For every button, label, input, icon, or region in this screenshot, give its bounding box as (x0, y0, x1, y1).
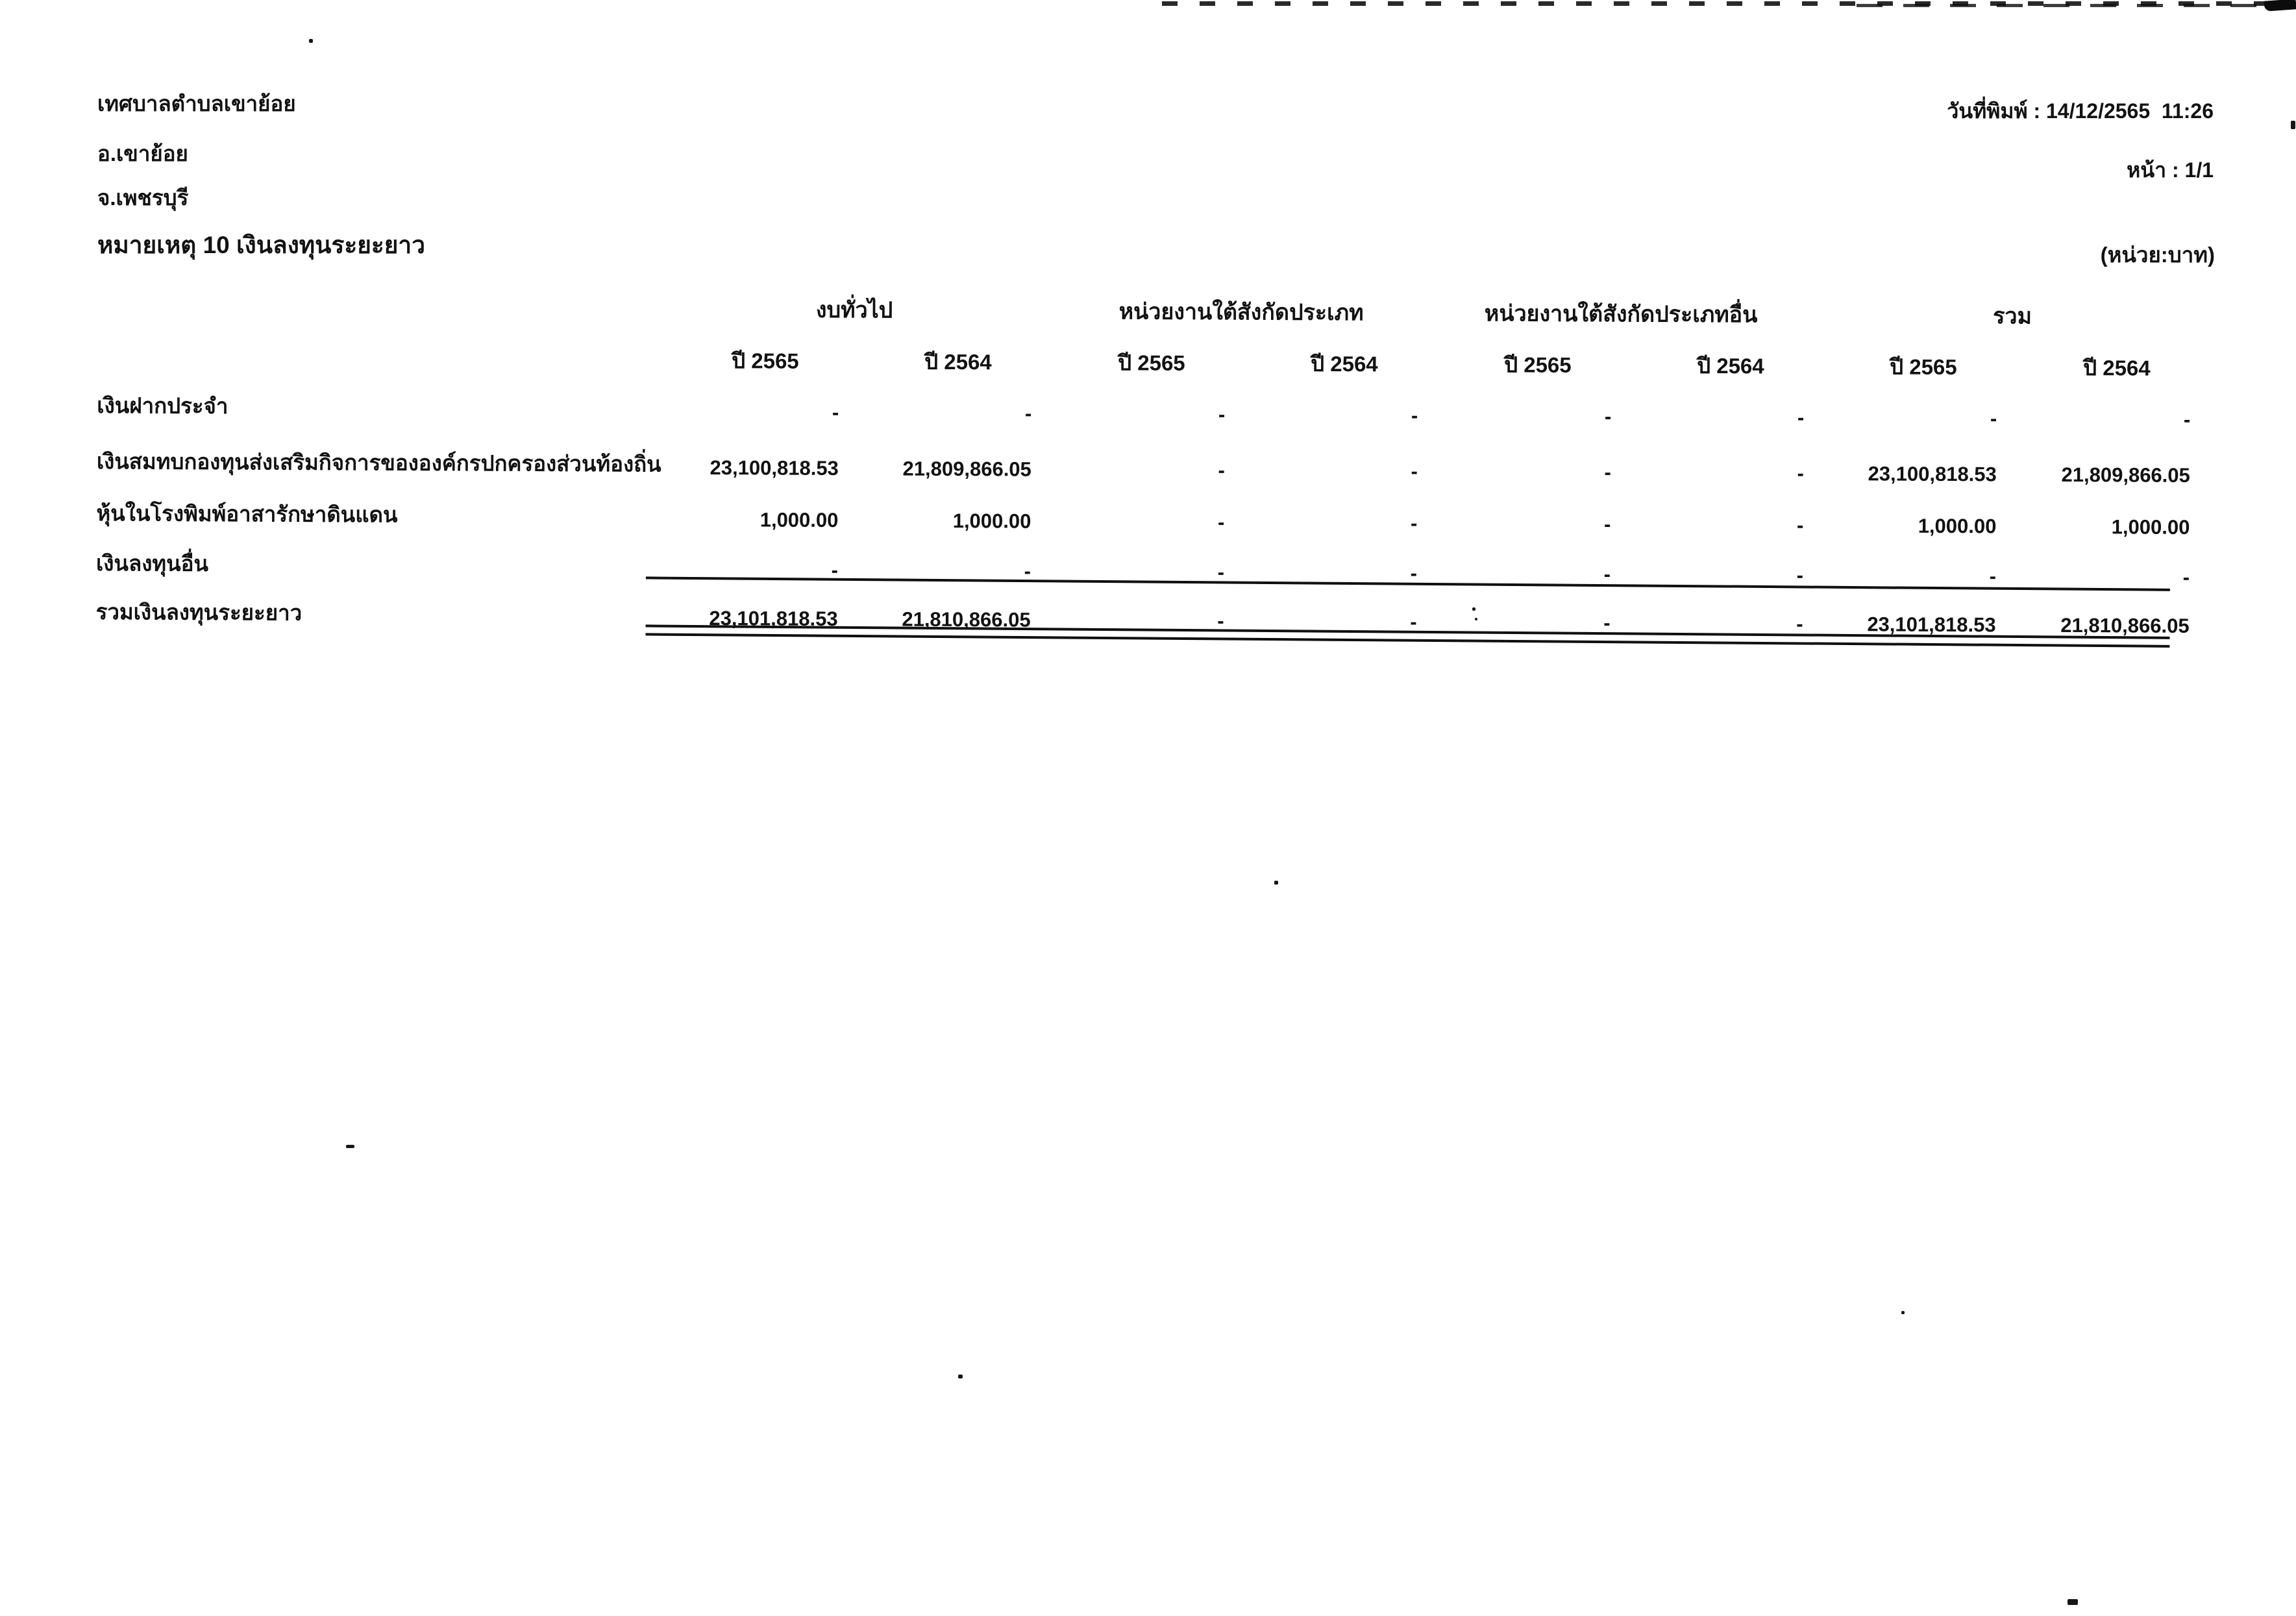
cell: 23,100,818.53 (1868, 462, 1997, 486)
year-header-row: ปี 2565 ปี 2564 ปี 2565 ปี 2564 ปี 2565 … (0, 339, 2296, 391)
year-header: ปี 2564 (1697, 353, 1764, 378)
page-title: หมายเหตุ 10 เงินลงทุนระยะยาว (97, 232, 425, 258)
cell: - (1218, 403, 1226, 426)
row-label: เงินลงทุนอื่น (95, 550, 209, 576)
year-header: ปี 2565 (732, 349, 799, 373)
cell: - (1797, 461, 1804, 485)
row-label: เงินฝากประจำ (97, 393, 228, 419)
scan-speck (1475, 618, 1477, 620)
cell: - (1603, 563, 1611, 586)
column-group-general-budget: งบทั่วไป (815, 297, 893, 323)
year-header: ปี 2565 (1118, 350, 1185, 375)
scan-artifact-top-edge-2 (1857, 4, 2296, 7)
cell: - (832, 400, 839, 424)
cell: 21,809,866.05 (2061, 463, 2190, 487)
cell: - (1411, 459, 1418, 483)
unit-label: (หน่วย:บาท) (2100, 243, 2215, 267)
table-row-printing-house-shares: หุ้นในโรงพิมพ์อาสารักษาดินแดน 1,000.00 1… (0, 495, 2295, 553)
cell: 21,809,866.05 (902, 457, 1031, 481)
cell: - (1604, 405, 1612, 428)
cell: - (1218, 511, 1225, 534)
scan-speck (309, 39, 313, 43)
cell: - (2183, 408, 2191, 431)
row-label: เงินสมทบกองทุนส่งเสริมกิจการขององค์กรปกค… (96, 448, 661, 476)
cell: 1,000.00 (759, 508, 839, 532)
cell: 21,810,866.05 (2060, 613, 2190, 637)
org-district: อ.เขาย้อย (97, 141, 188, 165)
year-header: ปี 2564 (1311, 351, 1378, 376)
scan-speck (958, 1375, 963, 1378)
scan-speck (346, 1145, 354, 1148)
cell: - (1024, 402, 1032, 425)
cell: - (1989, 565, 1997, 588)
cell: - (1410, 561, 1418, 585)
cell: 1,000.00 (1918, 514, 1997, 538)
org-province: จ.เพชรบุรี (97, 186, 189, 210)
cell: - (1218, 459, 1225, 482)
cell: - (1604, 513, 1611, 536)
cell: - (1796, 513, 1804, 537)
cell: 23,100,818.53 (710, 456, 839, 480)
cell: 1,000.00 (952, 509, 1031, 533)
print-date: วันที่พิมพ์ : 14/12/2565 11:26 (1947, 99, 2214, 123)
year-header: ปี 2565 (1890, 354, 1957, 380)
investments-table: งบทั่วไป หน่วยงานใต้สังกัดประเภท หน่วยงา… (0, 0, 2296, 790)
scan-speck (1901, 1311, 1905, 1314)
table-row-local-gov-fund-contribution: เงินสมทบกองทุนส่งเสริมกิจการขององค์กรปกค… (0, 443, 2295, 501)
year-header: ปี 2565 (1504, 352, 1572, 377)
cell: - (1797, 406, 1805, 429)
column-group-subordinate-units: หน่วยงานใต้สังกัดประเภท (1118, 299, 1364, 326)
cell: - (2182, 565, 2190, 589)
scan-speck (2068, 1599, 2078, 1605)
column-group-total: รวม (1993, 304, 2032, 329)
row-label: รวมเงินลงทุนระยะยาว (95, 599, 302, 625)
scan-speck (2291, 121, 2295, 129)
cell: 23,101,818.53 (1867, 613, 1996, 637)
table-row-fixed-deposits: เงินฝากประจำ - - - - - - - - (0, 387, 2295, 445)
cell: - (1990, 407, 1997, 430)
org-name: เทศบาลตำบลเขาย้อย (97, 92, 296, 116)
cell: - (1411, 404, 1418, 427)
year-header: ปี 2564 (924, 349, 992, 374)
column-group-other-subordinate-units: หน่วยงานใต้สังกัดประเภทอื่น (1484, 301, 1758, 328)
year-header: ปี 2564 (2083, 356, 2151, 380)
scan-speck (1274, 881, 1278, 885)
table-row-other-investments: เงินลงทุนอื่น - - - - - - - - (0, 545, 2295, 603)
cell: 1,000.00 (2111, 515, 2190, 539)
cell: - (1411, 511, 1418, 535)
scan-artifact-corner (2264, 0, 2296, 12)
cell: - (1796, 612, 1803, 635)
scan-artifact-top-edge (1162, 1, 2296, 6)
scan-speck (1472, 607, 1475, 611)
row-label: หุ้นในโรงพิมพ์อาสารักษาดินแดน (96, 500, 398, 527)
cell: - (1603, 611, 1611, 635)
page-number: หน้า : 1/1 (2127, 158, 2214, 182)
cell: - (1604, 461, 1611, 484)
cell: - (1796, 563, 1804, 587)
